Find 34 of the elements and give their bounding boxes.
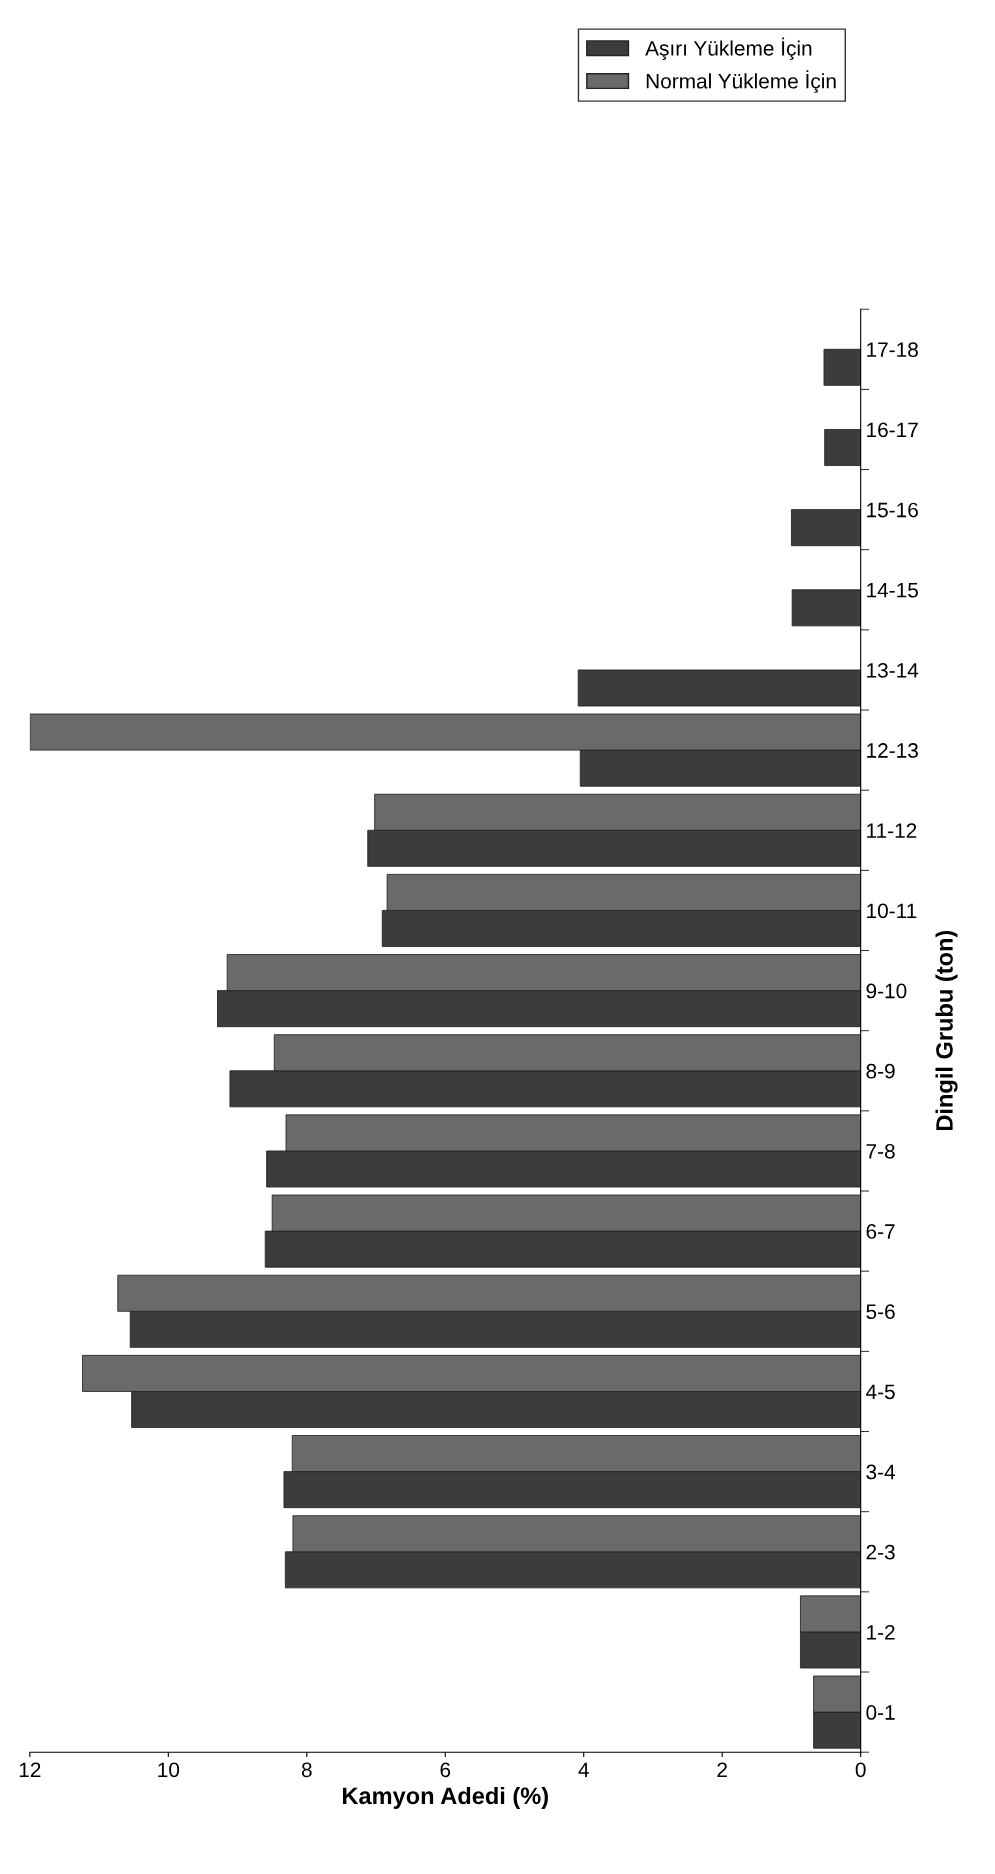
- x-tick-label: 8: [301, 1762, 312, 1778]
- y-tick-label: 13-14: [867, 662, 919, 678]
- y-tick-label: 12-13: [867, 743, 918, 758]
- legend-label: Normal Yükleme İçin: [646, 70, 836, 93]
- y-tick-label: 7-8: [866, 1143, 895, 1159]
- y-tick-label: 16-17: [867, 422, 918, 438]
- y-tick-label: 4-5: [866, 1384, 895, 1400]
- x-tick-label: 0: [855, 1762, 866, 1778]
- y-tick-label: 3-4: [866, 1464, 896, 1480]
- x-tick-label: 10: [158, 1762, 180, 1778]
- bar: [824, 429, 861, 466]
- x-tick-label: 4: [578, 1762, 589, 1778]
- x-tick-label: 2: [717, 1762, 727, 1778]
- bar: [823, 348, 861, 386]
- y-tick-label: 8-9: [866, 1063, 895, 1079]
- x-axis-title: Kamyon Adedi (%): [343, 1786, 548, 1809]
- y-tick-label: 15-16: [867, 502, 918, 518]
- y-tick-label: 2-3: [866, 1544, 895, 1560]
- y-tick-label: 9-10: [866, 983, 907, 999]
- bar: [577, 669, 861, 707]
- bar: [791, 589, 861, 627]
- y-tick-label: 0-1: [866, 1705, 895, 1720]
- y-tick-label: 10-11: [867, 903, 917, 919]
- y-tick-label: 14-15: [867, 583, 918, 598]
- y-tick-label: 6-7: [866, 1224, 895, 1239]
- bar: [791, 509, 861, 547]
- y-tick-label: 17-18: [867, 342, 918, 358]
- x-tick-label: 6: [440, 1762, 451, 1778]
- y-axis-title: Dingil Grubu (ton): [935, 930, 958, 1131]
- y-tick-label: 1-2: [867, 1624, 895, 1640]
- x-tick-label: 12: [19, 1762, 41, 1778]
- y-tick-label: 5-6: [866, 1304, 895, 1320]
- y-tick-label: 11-12: [867, 823, 917, 838]
- legend-label: Aşırı Yükleme İçin: [645, 37, 812, 60]
